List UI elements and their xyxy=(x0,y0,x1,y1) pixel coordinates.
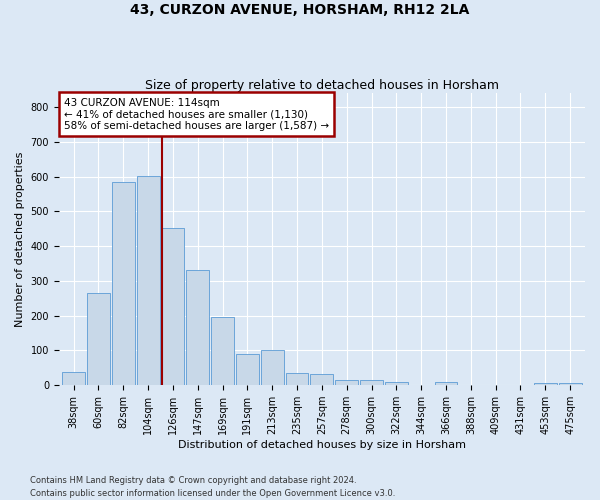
Title: Size of property relative to detached houses in Horsham: Size of property relative to detached ho… xyxy=(145,79,499,92)
Bar xyxy=(385,382,408,385)
Bar xyxy=(236,354,259,385)
Bar xyxy=(62,372,85,385)
Bar xyxy=(187,270,209,385)
X-axis label: Distribution of detached houses by size in Horsham: Distribution of detached houses by size … xyxy=(178,440,466,450)
Bar xyxy=(87,293,110,385)
Bar xyxy=(310,374,334,385)
Bar xyxy=(559,383,581,385)
Bar xyxy=(360,380,383,385)
Bar xyxy=(161,228,184,385)
Bar xyxy=(286,373,308,385)
Text: 43, CURZON AVENUE, HORSHAM, RH12 2LA: 43, CURZON AVENUE, HORSHAM, RH12 2LA xyxy=(130,2,470,16)
Bar xyxy=(137,176,160,385)
Bar xyxy=(534,383,557,385)
Bar xyxy=(112,182,135,385)
Bar xyxy=(211,318,234,385)
Bar xyxy=(434,382,457,385)
Text: 43 CURZON AVENUE: 114sqm
← 41% of detached houses are smaller (1,130)
58% of sem: 43 CURZON AVENUE: 114sqm ← 41% of detach… xyxy=(64,98,329,130)
Text: Contains HM Land Registry data © Crown copyright and database right 2024.
Contai: Contains HM Land Registry data © Crown c… xyxy=(30,476,395,498)
Bar xyxy=(261,350,284,385)
Bar xyxy=(335,380,358,385)
Y-axis label: Number of detached properties: Number of detached properties xyxy=(15,152,25,327)
